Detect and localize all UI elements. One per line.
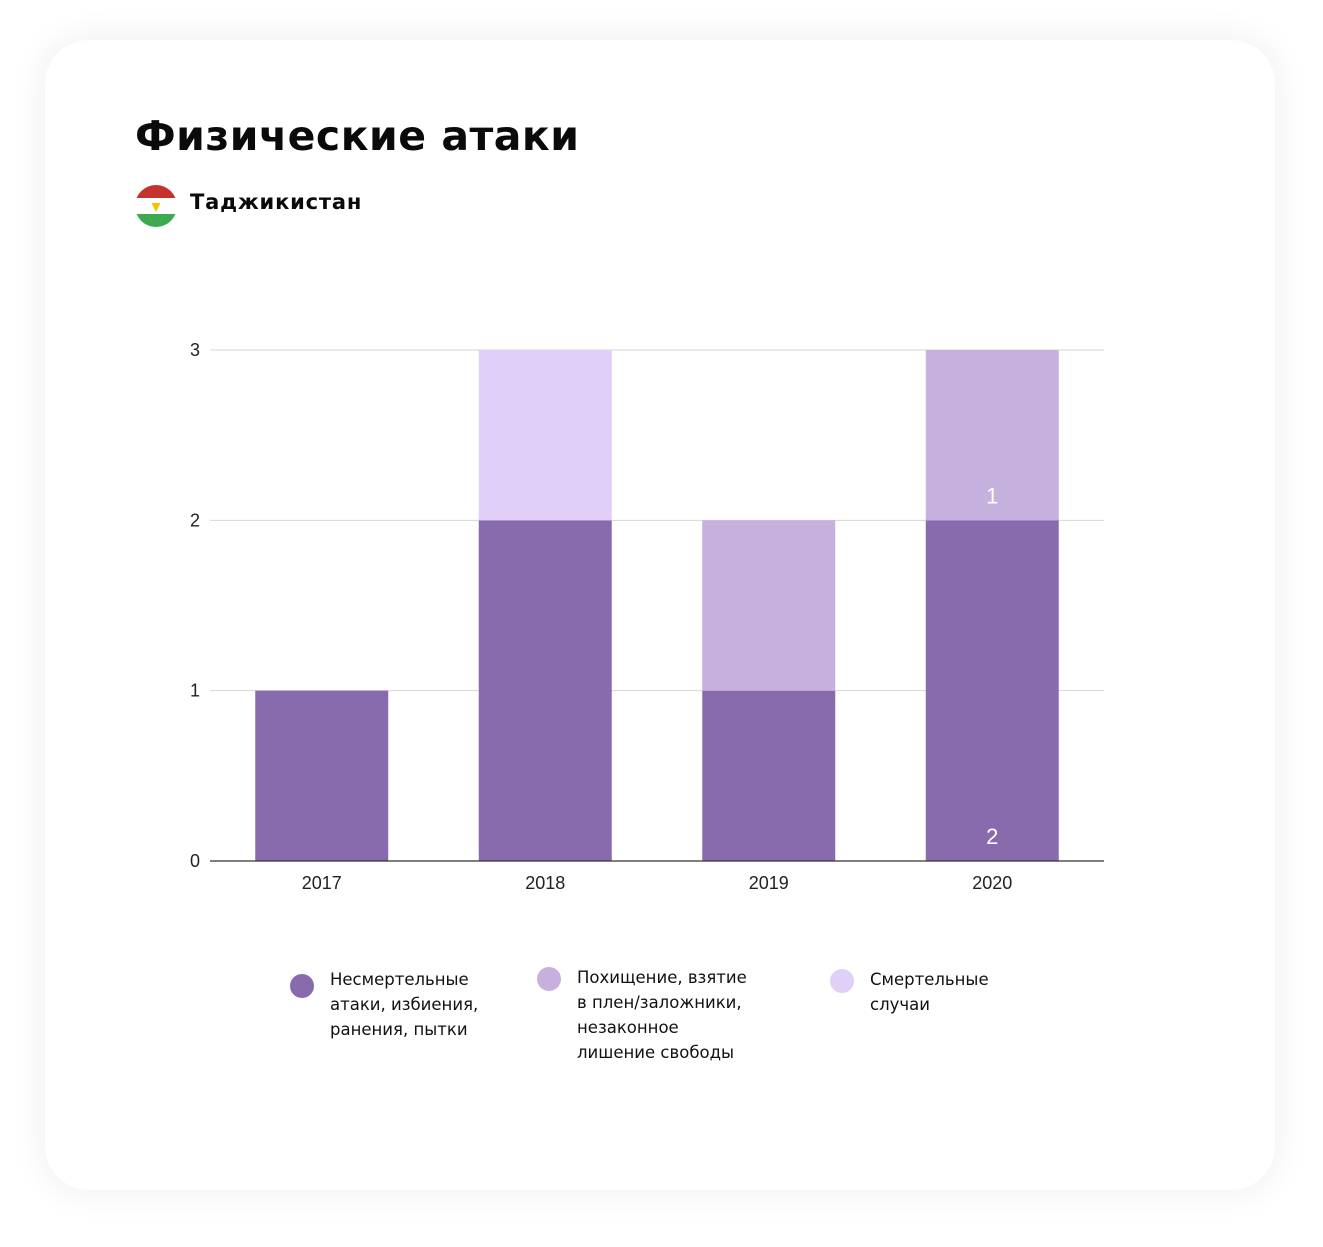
bar-segment: [702, 520, 836, 691]
legend-item: Несмертельные атаки, избиения, ранения, …: [290, 967, 478, 1042]
card: [45, 40, 1275, 1190]
legend-swatch: [830, 969, 854, 993]
flag-green-band: [135, 214, 177, 227]
bar-segment: [255, 690, 389, 861]
bar-segment: [925, 350, 1059, 521]
legend-swatch: [537, 967, 561, 991]
bar-segment: [478, 520, 612, 861]
x-tick-label: 2018: [525, 873, 565, 893]
x-tick-label: 2019: [749, 873, 789, 893]
tajikistan-flag-icon: [135, 185, 177, 227]
y-tick-label: 0: [190, 851, 200, 871]
legend-label: Несмертельные атаки, избиения, ранения, …: [330, 970, 479, 1039]
country-name: Таджикистан: [190, 190, 363, 214]
x-tick-label: 2017: [302, 873, 342, 893]
chart-title: Физические атаки: [135, 112, 580, 160]
x-tick-label: 2020: [972, 873, 1012, 893]
bar-segment: [478, 350, 612, 521]
bar-segment: [925, 520, 1059, 861]
legend-item: Смертельные случаи: [830, 967, 989, 1017]
y-tick-label: 3: [190, 340, 200, 360]
legend-label: Смертельные случаи: [870, 970, 989, 1014]
flag-red-band: [135, 185, 177, 198]
y-tick-label: 1: [190, 681, 200, 701]
data-label: 2: [986, 824, 998, 849]
data-label: 1: [986, 483, 998, 508]
flag-crown-emblem: [151, 203, 161, 212]
bar-segment: [702, 690, 836, 861]
legend-swatch: [290, 974, 314, 998]
y-tick-label: 2: [190, 510, 200, 530]
legend-label: Похищение, взятие в плен/заложники, неза…: [577, 968, 747, 1062]
legend-item: Похищение, взятие в плен/заложники, неза…: [537, 965, 747, 1065]
